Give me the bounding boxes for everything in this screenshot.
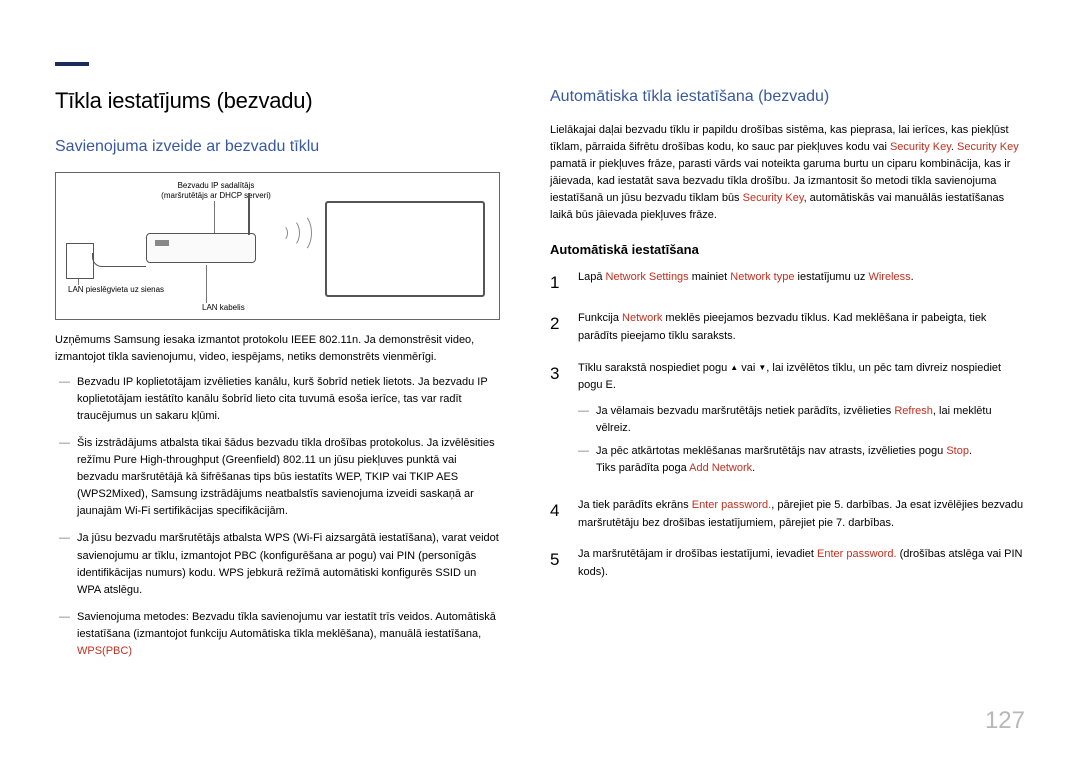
- diagram-display: [325, 201, 485, 297]
- text: Ja maršrutētājam ir drošības iestatījumi…: [578, 548, 817, 560]
- list-item: Šis izstrādājums atbalsta tikai šādus be…: [55, 435, 500, 520]
- refresh-text: Refresh: [894, 405, 933, 417]
- text: Tiks parādīta poga: [596, 462, 689, 474]
- diagram-waves: [276, 213, 316, 253]
- security-key-text: Security Key: [890, 141, 951, 153]
- diagram-label-router-line1: Bezvadu IP sadalītājs: [178, 181, 255, 190]
- diagram-label-wall: LAN pieslēgvieta uz sienas: [68, 285, 164, 294]
- enter-password-text: Enter password.: [692, 499, 771, 511]
- list-item-text: Savienojuma metodes: Bezvadu tīkla savie…: [77, 611, 496, 640]
- right-title: Automātiska tīkla iestatīšana (bezvadu): [550, 88, 1025, 106]
- left-subtitle: Savienojuma izveide ar bezvadu tīklu: [55, 138, 500, 156]
- diagram-label-router: Bezvadu IP sadalītājs (maršrutētājs ar D…: [146, 181, 286, 200]
- diagram-wall-port: [66, 243, 94, 279]
- step-number: 2: [550, 310, 564, 345]
- step-number: 4: [550, 497, 564, 532]
- text: .: [752, 462, 755, 474]
- steps-list: 1 Lapā Network Settings mainiet Network …: [550, 269, 1025, 581]
- list-item: Bezvadu IP koplietotājam izvēlieties kan…: [55, 374, 500, 425]
- diagram-label-cable: LAN kabelis: [202, 303, 245, 312]
- diagram-router: [146, 233, 256, 263]
- list-item: Ja pēc atkārtotas meklēšanas maršrutētāj…: [578, 443, 1025, 477]
- list-item: Ja vēlamais bezvadu maršrutētājs netiek …: [578, 403, 1025, 437]
- step-item: 5 Ja maršrutētājam ir drošības iestatīju…: [550, 546, 1025, 581]
- step-item: 1 Lapā Network Settings mainiet Network …: [550, 269, 1025, 296]
- step-body: Funkcija Network meklēs pieejamos bezvad…: [578, 310, 1025, 345]
- left-column: Tīkla iestatījums (bezvadu) Savienojuma …: [55, 88, 500, 670]
- wireless-text: Wireless: [868, 271, 910, 283]
- right-subhead: Automātiskā iestatīšana: [550, 242, 1025, 257]
- up-triangle-icon: ▲: [730, 363, 738, 372]
- list-item: Savienojuma metodes: Bezvadu tīkla savie…: [55, 609, 500, 660]
- enter-password-text: Enter password.: [817, 548, 896, 560]
- text: iestatījumu uz: [794, 271, 868, 283]
- step-number: 3: [550, 360, 564, 483]
- text: vai: [738, 362, 758, 374]
- stop-text: Stop: [946, 445, 969, 457]
- security-key-text: Security Key: [743, 192, 804, 204]
- text: Ja vēlamais bezvadu maršrutētājs netiek …: [596, 405, 894, 417]
- step-number: 5: [550, 546, 564, 581]
- left-bullet-list: Bezvadu IP koplietotājam izvēlieties kan…: [55, 374, 500, 660]
- left-body-paragraph: Uzņēmums Samsung iesaka izmantot protoko…: [55, 332, 500, 366]
- right-column: Automātiska tīkla iestatīšana (bezvadu) …: [550, 88, 1025, 670]
- step-item: 2 Funkcija Network meklēs pieejamos bezv…: [550, 310, 1025, 345]
- text: Ja tiek parādīts ekrāns: [578, 499, 692, 511]
- text: mainiet: [689, 271, 731, 283]
- step-item: 4 Ja tiek parādīts ekrāns Enter password…: [550, 497, 1025, 532]
- step-body: Tīklu sarakstā nospiediet pogu ▲ vai ▼, …: [578, 360, 1025, 483]
- diagram-lead: [206, 265, 207, 303]
- right-intro: Lielākajai daļai bezvadu tīklu ir papild…: [550, 122, 1025, 224]
- two-column-layout: Tīkla iestatījums (bezvadu) Savienojuma …: [55, 88, 1025, 670]
- diagram-lead: [214, 201, 215, 233]
- diagram-label-router-line2: (maršrutētājs ar DHCP serveri): [161, 191, 271, 200]
- step-item: 3 Tīklu sarakstā nospiediet pogu ▲ vai ▼…: [550, 360, 1025, 483]
- security-key-text: Security Key: [957, 141, 1019, 153]
- section-rule: [55, 62, 89, 66]
- text: Ja pēc atkārtotas meklēšanas maršrutētāj…: [596, 445, 946, 457]
- text: Tīklu sarakstā nospiediet pogu: [578, 362, 730, 374]
- diagram-antenna: [248, 193, 250, 235]
- network-type-text: Network type: [730, 271, 794, 283]
- text: .: [969, 445, 972, 457]
- step-number: 1: [550, 269, 564, 296]
- step-body: Lapā Network Settings mainiet Network ty…: [578, 269, 1025, 296]
- text: Funkcija: [578, 312, 622, 324]
- diagram-cable: [92, 253, 146, 267]
- network-settings-text: Network Settings: [606, 271, 689, 283]
- text: .: [911, 271, 914, 283]
- step-sublist: Ja vēlamais bezvadu maršrutētājs netiek …: [578, 403, 1025, 477]
- text: Lapā: [578, 271, 606, 283]
- list-item: Ja jūsu bezvadu maršrutētājs atbalsta WP…: [55, 530, 500, 598]
- page-title: Tīkla iestatījums (bezvadu): [55, 88, 500, 114]
- page-number: 127: [985, 707, 1025, 735]
- list-item-text: Šis izstrādājums atbalsta tikai šādus be…: [77, 437, 495, 517]
- network-text: Network: [622, 312, 662, 324]
- step-body: Ja maršrutētājam ir drošības iestatījumi…: [578, 546, 1025, 581]
- add-network-text: Add Network: [689, 462, 752, 474]
- connection-diagram: Bezvadu IP sadalītājs (maršrutētājs ar D…: [55, 172, 500, 320]
- step-body: Ja tiek parādīts ekrāns Enter password.,…: [578, 497, 1025, 532]
- wps-pbc-text: WPS(PBC): [77, 645, 132, 657]
